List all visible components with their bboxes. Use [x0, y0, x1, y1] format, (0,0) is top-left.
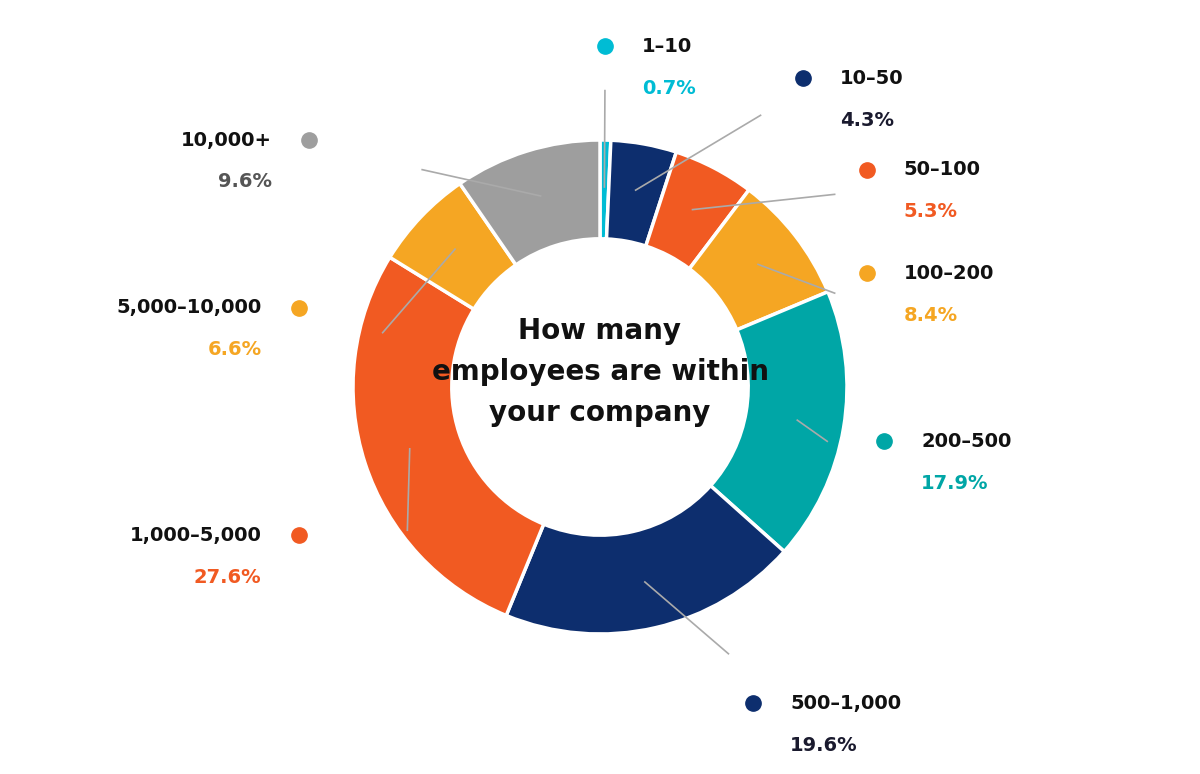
Wedge shape	[506, 486, 785, 634]
Text: 10–50: 10–50	[840, 69, 904, 87]
Text: 100–200: 100–200	[904, 264, 994, 283]
Text: 9.6%: 9.6%	[217, 173, 271, 191]
Text: 1–10: 1–10	[642, 36, 692, 56]
Text: 0.7%: 0.7%	[642, 79, 696, 98]
Text: 5.3%: 5.3%	[904, 202, 958, 221]
Text: How many
employees are within
your company: How many employees are within your compa…	[432, 317, 768, 427]
Wedge shape	[689, 190, 828, 330]
Wedge shape	[646, 152, 749, 269]
Text: 8.4%: 8.4%	[904, 306, 958, 325]
Text: 27.6%: 27.6%	[194, 567, 262, 587]
Text: 4.3%: 4.3%	[840, 111, 894, 130]
Text: 17.9%: 17.9%	[922, 474, 989, 493]
Text: 200–500: 200–500	[922, 432, 1012, 450]
Text: 1,000–5,000: 1,000–5,000	[130, 526, 262, 545]
Text: 10,000+: 10,000+	[180, 131, 271, 149]
Wedge shape	[353, 257, 544, 615]
Text: 5,000–10,000: 5,000–10,000	[116, 299, 262, 317]
Text: 500–1,000: 500–1,000	[790, 694, 901, 713]
Text: 6.6%: 6.6%	[208, 341, 262, 359]
Wedge shape	[460, 140, 600, 265]
Wedge shape	[606, 140, 677, 246]
Wedge shape	[600, 140, 611, 239]
Wedge shape	[710, 292, 847, 552]
Text: 50–100: 50–100	[904, 160, 980, 179]
Wedge shape	[390, 183, 516, 309]
Text: 19.6%: 19.6%	[790, 735, 858, 755]
